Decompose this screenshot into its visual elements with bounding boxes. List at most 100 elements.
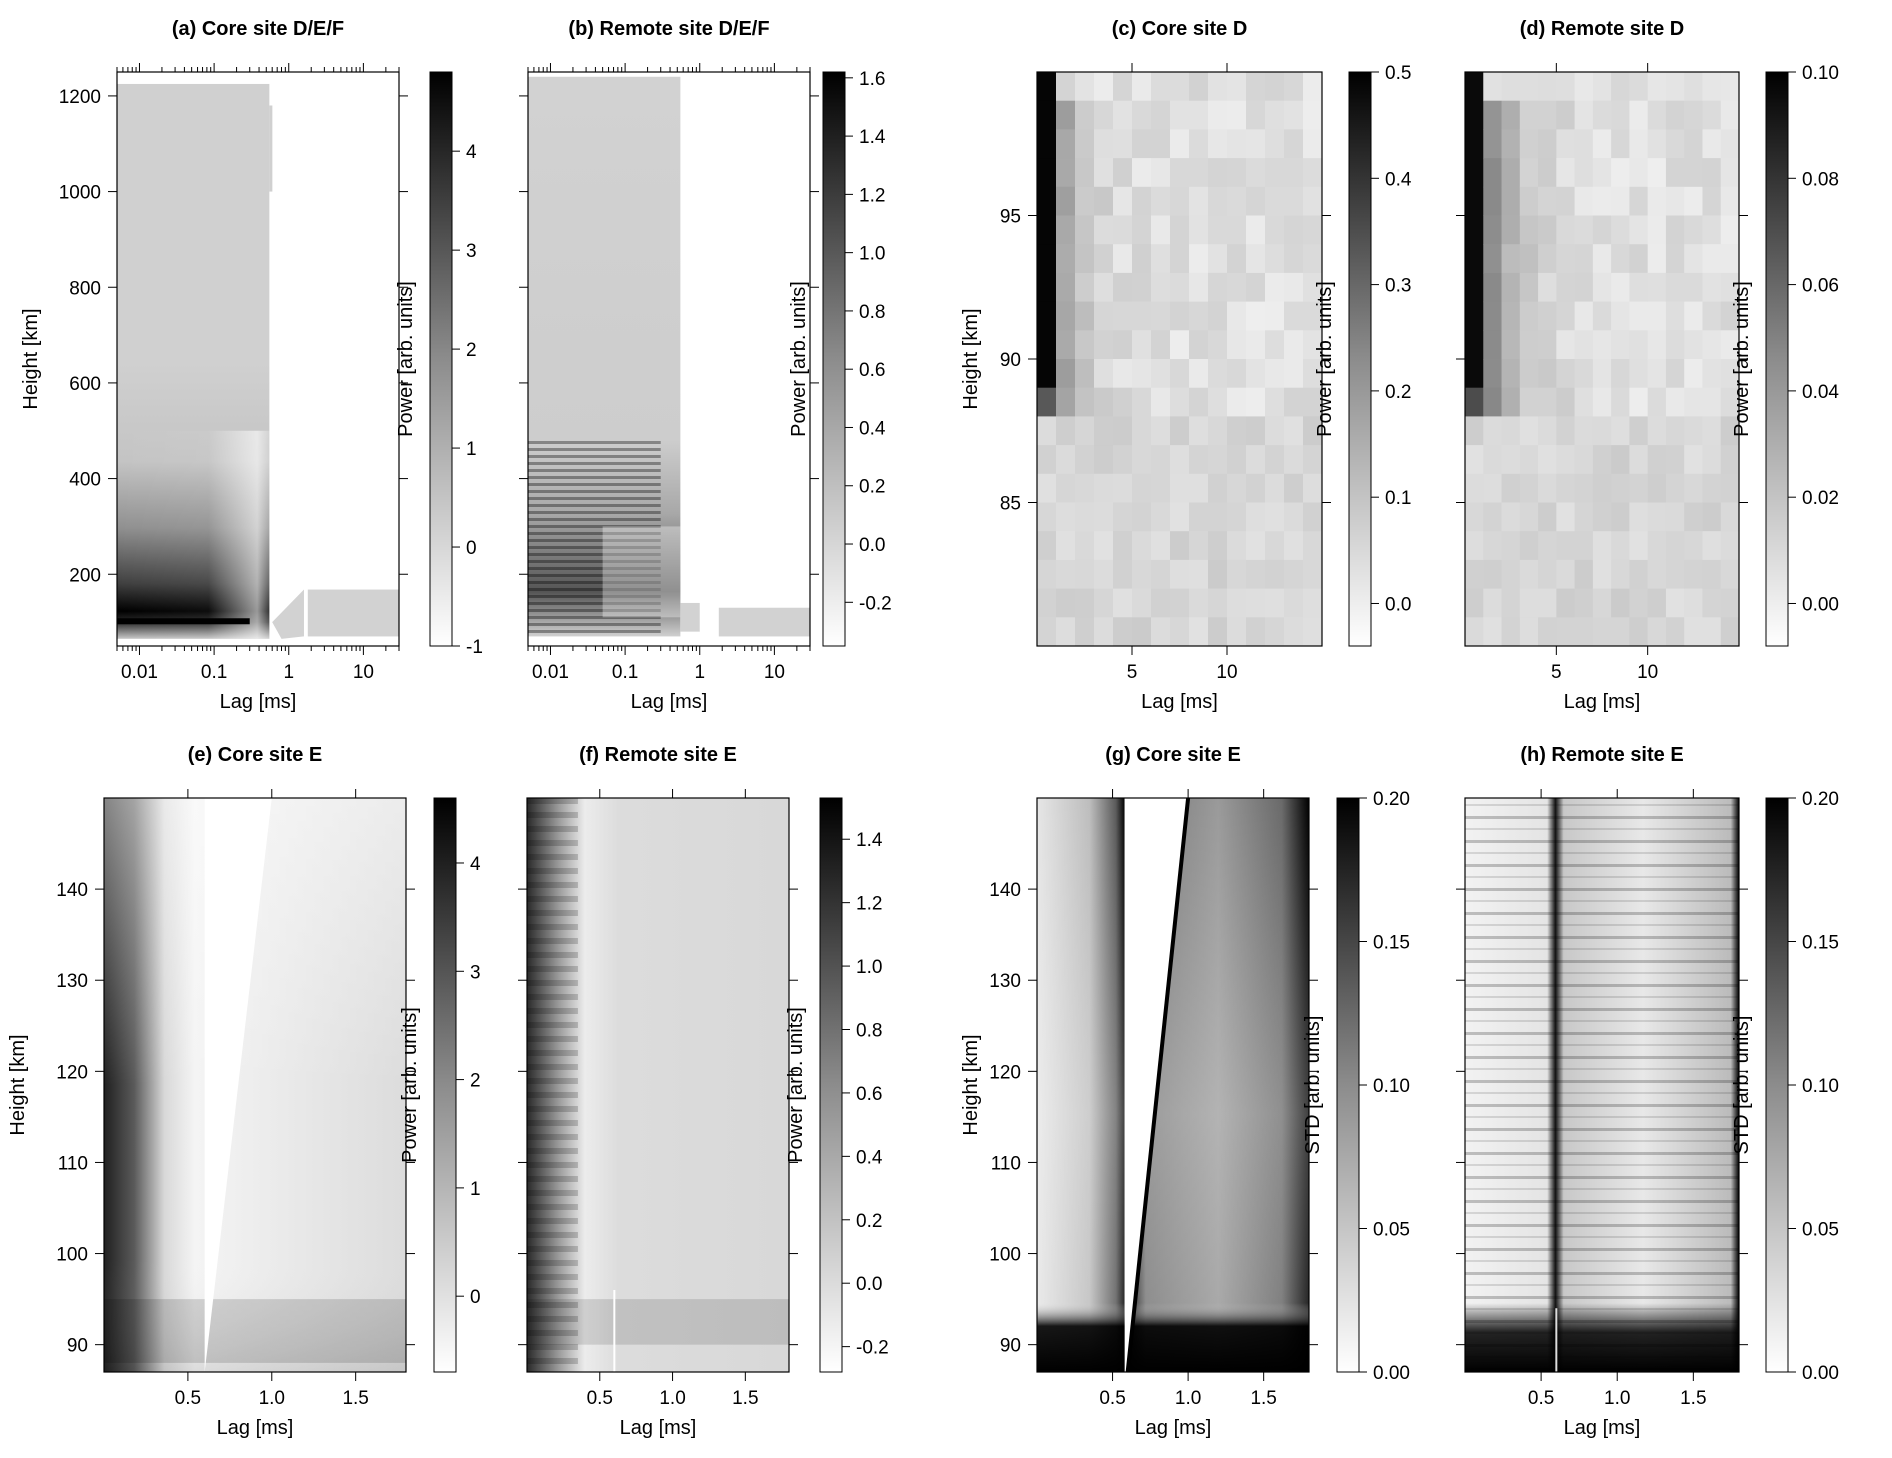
colorbar: 0.00 0.05 0.10 0.15 0.20 STD [arb. units] [1302, 789, 1410, 1384]
power-low-band [527, 1299, 789, 1345]
colorbar-tick-label: 0.10 [1802, 1076, 1839, 1097]
heatmap-cell [1483, 186, 1503, 216]
x-axis-label: Lag [ms] [217, 1417, 294, 1439]
heatmap-cell [1189, 244, 1209, 274]
heatmap-cell [1574, 588, 1594, 618]
heatmap-cell [1246, 100, 1266, 130]
y-axis-label: Height [km] [960, 1034, 982, 1135]
heatmap-cell [1611, 445, 1630, 475]
heatmap-cell [1113, 416, 1133, 446]
heatmap-cell [1284, 617, 1304, 646]
heatmap-cell [1556, 473, 1576, 503]
heatmap-cell [1075, 301, 1095, 331]
x-tick-label: 0.5 [175, 1388, 201, 1409]
colorbar-tick-label: 1.2 [859, 185, 885, 206]
heatmap-cell [1056, 129, 1076, 159]
heatmap-cell [1075, 502, 1095, 532]
x-axis-label: Lag [ms] [1564, 1417, 1641, 1439]
heatmap-cell [1538, 559, 1557, 590]
heatmap-cell [1556, 588, 1576, 618]
heatmap-cell [1094, 559, 1114, 590]
heatmap-cell [1574, 186, 1594, 216]
colorbar-tick-label: 0.10 [1373, 1076, 1410, 1097]
heatmap-cell [1037, 359, 1057, 389]
heatmap-cell [1170, 559, 1190, 590]
colorbar-tick-label: 2 [466, 340, 477, 361]
heatmap-cell [1113, 473, 1133, 503]
heatmap-cell [1132, 100, 1152, 130]
heatmap-cell [1465, 158, 1484, 188]
heatmap-cell [1647, 158, 1667, 188]
heatmap-cell [1465, 330, 1484, 360]
heatmap-cell [1303, 387, 1322, 417]
y-tick-label: 90 [1000, 1336, 1021, 1357]
heatmap-cell [1665, 416, 1685, 446]
std-field-shading [1465, 798, 1739, 1372]
heatmap-cell [1611, 617, 1630, 646]
heatmap-cell [1227, 617, 1247, 646]
heatmap-cell [1556, 129, 1576, 159]
heatmap-cell [1132, 186, 1152, 216]
heatmap-cell [1538, 272, 1557, 303]
heatmap-f [527, 798, 789, 1372]
heatmap-cell [1465, 72, 1484, 102]
colorbar-tick-label: 1.0 [859, 244, 885, 265]
heatmap-cell [1665, 559, 1685, 590]
heatmap-cell [1284, 100, 1304, 130]
heatmap-cell [1246, 215, 1266, 245]
heatmap-cell [1720, 330, 1739, 360]
y-tick-label: 1200 [59, 87, 101, 108]
heatmap-cell [1094, 588, 1114, 618]
heatmap-cell [1189, 100, 1209, 130]
heatmap-cell [1303, 359, 1322, 389]
panel-a: (a) Core site D/E/F0.01 0.1 1 1020040060080… [20, 18, 483, 713]
heatmap-c [1037, 72, 1322, 646]
heatmap-cell [1113, 100, 1133, 130]
heatmap-cell [1151, 531, 1171, 561]
panel-f: (f) Remote site E 0.5 1.0 1.5 Lag [ms] -0.2 0.… [518, 744, 889, 1439]
std-gap-edge [1125, 798, 1191, 1372]
y-tick-label: 600 [69, 374, 101, 395]
heatmap-cell [1265, 559, 1285, 590]
colorbar-tick-label: 0 [470, 1287, 481, 1308]
colorbar-label: Power [arb. units] [1731, 281, 1753, 437]
heatmap-cell [1629, 531, 1649, 561]
heatmap-cell [1132, 445, 1152, 475]
heatmap-cell [1501, 617, 1521, 646]
heatmap-cell [1592, 531, 1612, 561]
heatmap-cell [1629, 72, 1649, 102]
heatmap-cell [1519, 72, 1539, 102]
heatmap-cell [1056, 502, 1076, 532]
heatmap-cell [1284, 531, 1304, 561]
heatmap-cell [1465, 215, 1484, 245]
heatmap-cell [1056, 100, 1076, 130]
heatmap-cell [1592, 387, 1612, 417]
heatmap-cell [1684, 215, 1703, 245]
heatmap-cell [1303, 588, 1322, 618]
y-tick-label: 1000 [59, 183, 101, 204]
heatmap-cell [1647, 330, 1667, 360]
heatmap-cell [1592, 473, 1612, 503]
heatmap-cell [1647, 387, 1667, 417]
colorbar-tick-label: 1.2 [856, 894, 882, 915]
heatmap-cell [1684, 158, 1703, 188]
colorbar-tick-label: 0.00 [1802, 1363, 1839, 1384]
heatmap-cell [1684, 100, 1703, 130]
heatmap-cell [1075, 100, 1095, 130]
plot-frame [1464, 797, 1740, 1373]
heatmap-cell [1629, 359, 1649, 389]
heatmap-cell [1483, 301, 1503, 331]
colorbar-tick-label: 0.05 [1802, 1220, 1839, 1241]
heatmap-cell [1170, 359, 1190, 389]
heatmap-cell [1501, 559, 1521, 590]
heatmap-cell [1151, 272, 1171, 303]
heatmap-cell [1465, 186, 1484, 216]
heatmap-cell [1208, 100, 1228, 130]
heatmap-cell [1075, 158, 1095, 188]
heatmap-cell [1303, 330, 1322, 360]
heatmap-cell [1303, 100, 1322, 130]
heatmap-cell [1465, 445, 1484, 475]
x-tick-label: 0.01 [121, 662, 158, 683]
heatmap-cell [1592, 301, 1612, 331]
